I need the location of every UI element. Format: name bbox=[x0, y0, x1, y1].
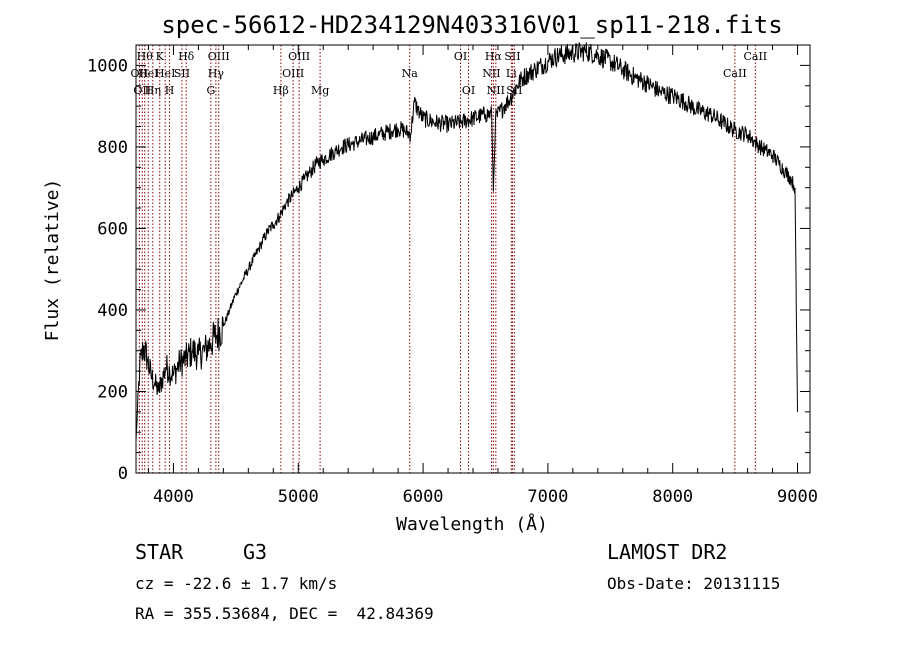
x-tick-label: 6000 bbox=[403, 487, 444, 507]
object-type: STAR bbox=[135, 540, 184, 564]
x-tick-label: 4000 bbox=[153, 487, 194, 507]
line-marker-label: NII bbox=[482, 67, 500, 80]
sky-coordinates: RA = 355.53684, DEC = 42.84369 bbox=[135, 604, 434, 623]
survey-name: LAMOST DR2 bbox=[607, 540, 728, 564]
x-tick-label: 9000 bbox=[777, 487, 818, 507]
emission-line-markers: OIIOIIHθHeIHηKHeIHSIIHδGHγOIIIHβOIIIOIII… bbox=[131, 45, 767, 473]
line-marker-label: OIII bbox=[282, 67, 304, 80]
y-tick-label: 800 bbox=[97, 138, 128, 158]
y-tick-label: 0 bbox=[118, 464, 128, 484]
line-marker-label: Li bbox=[506, 67, 517, 80]
spectrum-series bbox=[135, 42, 798, 441]
y-tick-label: 1000 bbox=[87, 56, 128, 76]
redshift-value: cz = -22.6 ± 1.7 km/s bbox=[135, 574, 338, 593]
line-marker-label: Hβ bbox=[273, 84, 289, 97]
x-tick-label: 7000 bbox=[527, 487, 568, 507]
line-marker-label: NII bbox=[487, 84, 505, 97]
line-marker-label: Mg bbox=[311, 84, 329, 97]
spectral-subclass: G3 bbox=[243, 540, 268, 564]
y-tick-label: 600 bbox=[97, 219, 128, 239]
plot-axes: 4000 5000 6000 7000 8000 9000 0 200 400 600 800 100… bbox=[87, 44, 818, 507]
line-marker-label: HeI bbox=[155, 67, 175, 80]
line-marker-label: Hα bbox=[485, 50, 503, 63]
y-tick-label: 400 bbox=[97, 301, 128, 321]
line-marker-label: Hγ bbox=[208, 67, 225, 80]
spectrum-line bbox=[135, 42, 798, 441]
x-tick-label: 8000 bbox=[652, 487, 693, 507]
x-axis-label: Wavelength (Å) bbox=[396, 513, 548, 535]
y-axis-label: Flux (relative) bbox=[42, 179, 63, 342]
line-marker-label: OII bbox=[133, 84, 151, 97]
line-marker-label: OI bbox=[462, 84, 475, 97]
line-marker-label: Na bbox=[402, 67, 419, 80]
plot-frame bbox=[135, 44, 811, 474]
line-marker-label: G bbox=[206, 84, 215, 97]
line-marker-label: H bbox=[165, 84, 175, 97]
line-marker-label: OIII bbox=[208, 50, 230, 63]
line-marker-label: CaII bbox=[743, 50, 767, 63]
line-marker-label: Hη bbox=[145, 84, 161, 97]
line-marker-label: Hδ bbox=[178, 50, 195, 63]
line-marker-label: OIII bbox=[288, 50, 310, 63]
line-marker-label: SII bbox=[174, 67, 190, 80]
line-marker-label: Hθ bbox=[137, 50, 154, 63]
line-marker-label: OI bbox=[454, 50, 467, 63]
chart-title: spec-56612-HD234129N403316V01_sp11-218.f… bbox=[161, 11, 782, 39]
line-marker-label: OII bbox=[131, 67, 149, 80]
x-tick-label: 5000 bbox=[278, 487, 319, 507]
line-marker-label: SII bbox=[504, 50, 520, 63]
y-tick-label: 200 bbox=[97, 382, 128, 402]
observation-date: Obs-Date: 20131115 bbox=[607, 574, 781, 593]
line-marker-label: CaII bbox=[723, 67, 747, 80]
line-marker-label: K bbox=[156, 50, 165, 63]
